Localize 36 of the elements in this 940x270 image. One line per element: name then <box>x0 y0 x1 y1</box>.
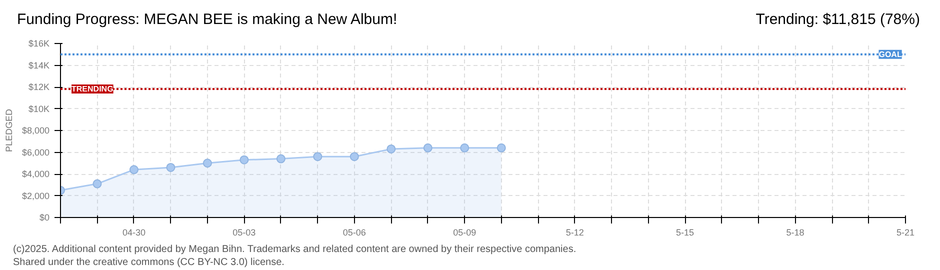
point <box>423 143 432 152</box>
ref-line-label: GOAL <box>878 50 902 59</box>
y-tick-label: $2,000 <box>22 190 50 201</box>
ref-line-label: TRENDING <box>72 84 114 94</box>
point <box>129 165 138 174</box>
x-tick-label: 5-18 <box>786 228 804 238</box>
x-tick-label: 05-06 <box>342 228 366 238</box>
point <box>276 154 286 164</box>
chart-title: Funding Progress: MEGAN BEE is making a New Album! <box>17 10 398 30</box>
point <box>92 179 102 188</box>
point <box>350 152 359 162</box>
x-tick-label: 5-15 <box>676 228 694 238</box>
y-tick-label: $16K <box>28 38 50 48</box>
point <box>313 152 322 162</box>
point <box>496 143 506 152</box>
y-tick-label: $12K <box>28 82 50 92</box>
y-tick-label: $4,000 <box>22 169 50 179</box>
point <box>460 143 470 152</box>
y-tick-label: $8,000 <box>22 126 50 136</box>
x-tick-label: 05-03 <box>232 228 256 238</box>
x-tick-label: 04-30 <box>122 228 146 238</box>
y-axis-title: PLEDGED <box>4 108 14 152</box>
point <box>240 155 249 164</box>
point <box>202 158 212 168</box>
y-tick-label: $0 <box>39 212 50 222</box>
y-tick-label: $10K <box>28 104 50 114</box>
text: Trending: $11,815 (78%) <box>756 10 920 30</box>
point <box>386 144 396 154</box>
x-tick-label: 5-21 <box>896 228 915 238</box>
y-tick-label: $14K <box>28 60 50 70</box>
x-tick-label: 05-09 <box>453 228 476 238</box>
text: (c)2025. Additional content provided by Megan Bihn. Trademarks and related content are owned by their respective companies. <box>13 244 576 255</box>
point <box>166 162 176 172</box>
text: Shared under the creative commons (CC BY-NC 3.0) license. <box>13 257 284 268</box>
y-tick-label: $6,000 <box>22 147 50 158</box>
x-tick-label: 5-12 <box>566 228 584 238</box>
